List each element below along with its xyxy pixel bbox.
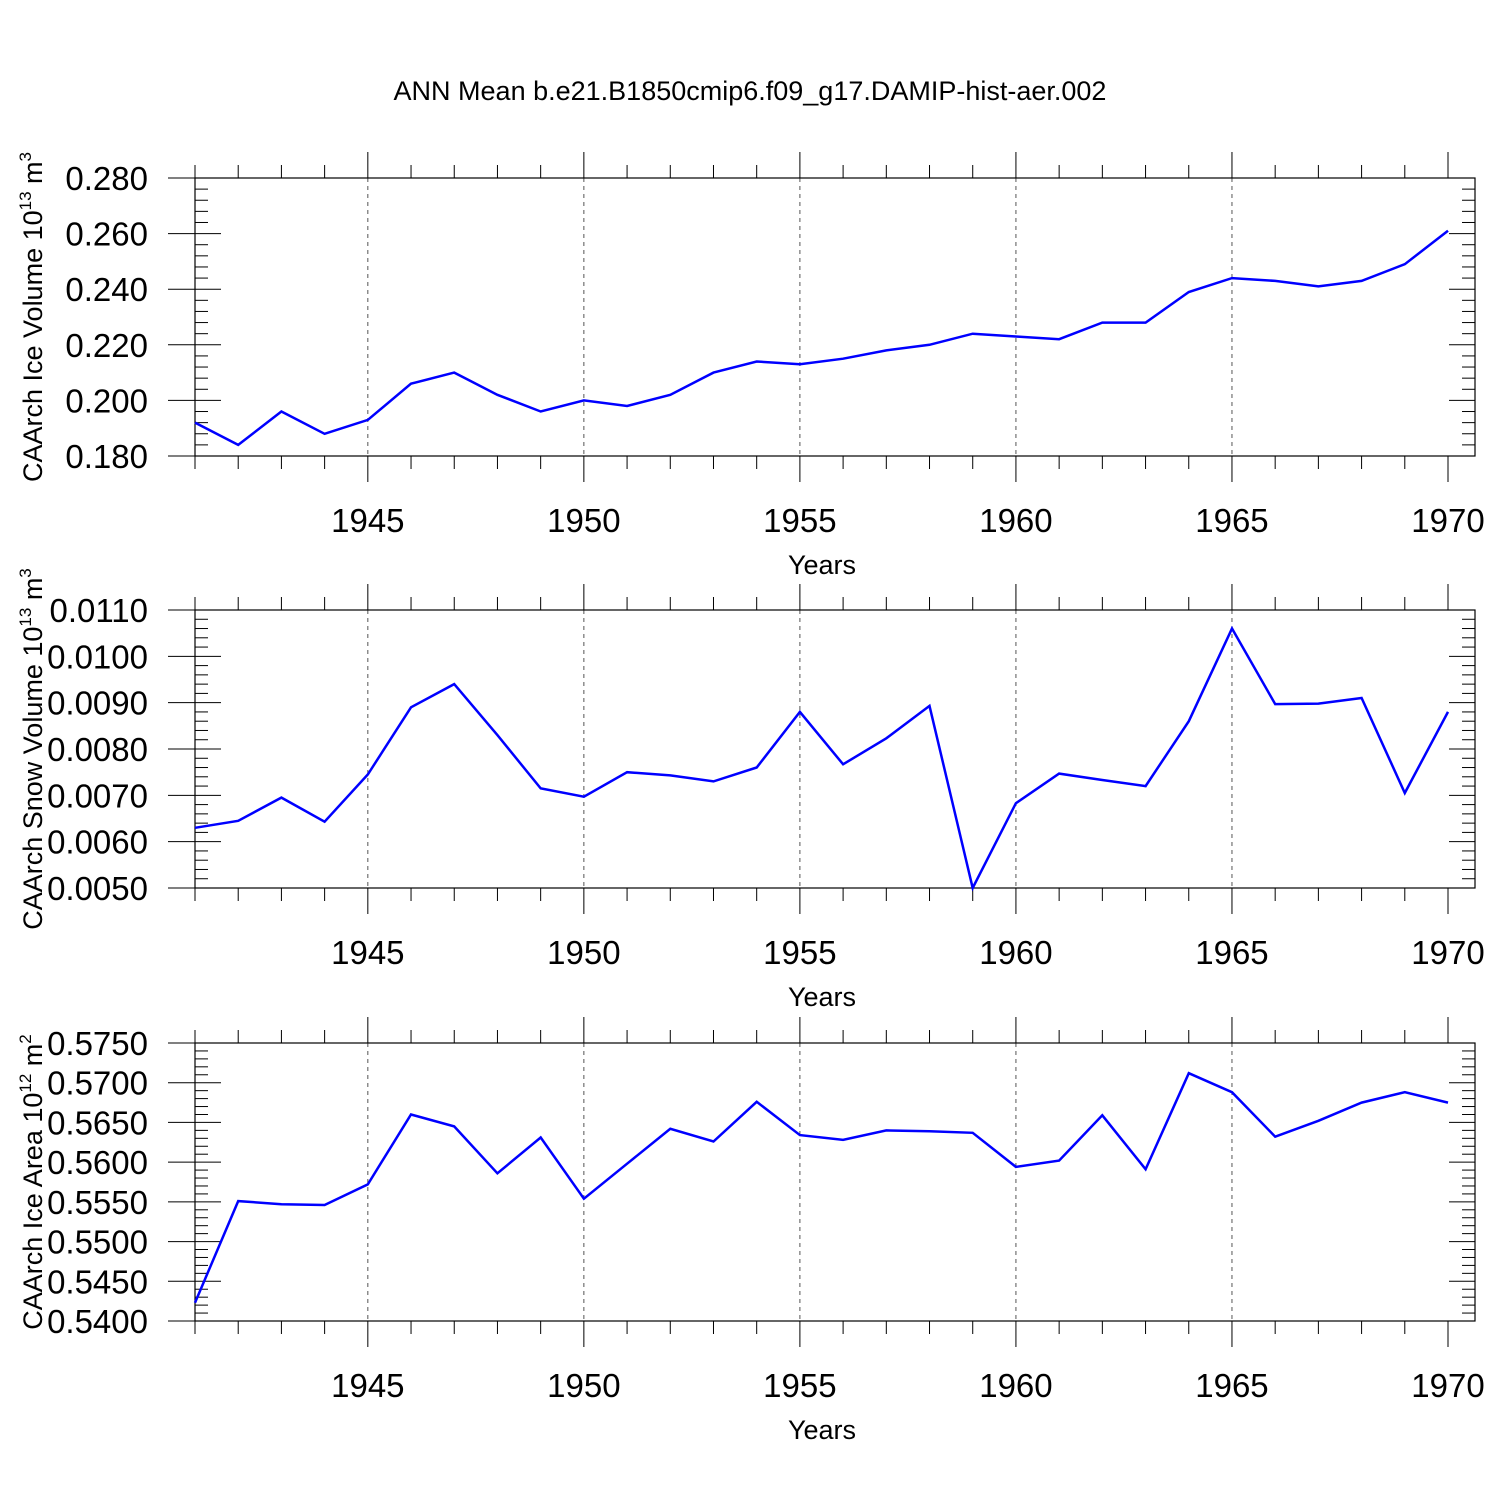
y-tick-label: 0.5750: [47, 1025, 148, 1062]
y-axis-label: CAArch Ice Area 1012 m2: [16, 1034, 48, 1330]
x-tick-label: 1960: [979, 934, 1052, 971]
y-axis-label-text: m: [18, 578, 48, 608]
x-tick-label: 1960: [979, 1367, 1052, 1404]
y-axis-label-exponent: 3: [16, 568, 35, 577]
plot-frame: [194, 1042, 1476, 1322]
x-axis-label: Years: [788, 550, 856, 580]
x-tick-label: 1965: [1195, 934, 1268, 971]
y-tick-label: 0.0050: [47, 870, 148, 907]
y-tick-label: 0.0110: [50, 592, 148, 629]
x-tick-label: 1970: [1411, 502, 1484, 539]
y-tick-label: 0.180: [65, 438, 148, 475]
y-tick-label: 0.0090: [47, 685, 148, 722]
y-axis-label-text: CAArch Snow Volume 10: [18, 627, 48, 930]
y-tick-label: 0.5500: [47, 1224, 148, 1261]
y-axis-label-exponent: 13: [16, 191, 35, 210]
panel-1: 1945 1950 1955 1960 1965 1970 Years 0.180 0.200 0…: [16, 152, 1485, 580]
plot-frame: [194, 609, 1476, 889]
x-tick-label: 1965: [1195, 1367, 1268, 1404]
panel-2: 1945 1950 1955 1960 1965 1970 Years 0.0050 0.006…: [16, 568, 1485, 1012]
y-tick-label: 0.200: [65, 382, 148, 419]
plot-frame: [194, 177, 1476, 457]
series-line: [194, 625, 1450, 892]
x-tick-label: 1945: [331, 1367, 404, 1404]
x-tick-label: 1945: [331, 934, 404, 971]
y-tick-label: 0.5700: [47, 1065, 148, 1102]
x-tick-label: 1945: [331, 502, 404, 539]
x-tick-label: 1955: [763, 1367, 836, 1404]
y-tick-label: 0.5550: [47, 1184, 148, 1221]
x-tick-label: 1950: [547, 502, 620, 539]
x-axis-label: Years: [788, 1415, 856, 1445]
x-axis-label: Years: [788, 982, 856, 1012]
x-tick-label: 1955: [763, 502, 836, 539]
y-axis-label-exponent: 3: [16, 152, 35, 161]
y-axis-label-text: m: [18, 161, 48, 191]
y-tick-label: 0.5650: [47, 1104, 148, 1141]
y-axis-label-exponent: 12: [16, 1074, 35, 1093]
x-tick-label: 1965: [1195, 502, 1268, 539]
x-tick-label: 1970: [1411, 1367, 1484, 1404]
y-axis-label-exponent: 13: [16, 608, 35, 627]
y-tick-label: 0.0070: [47, 777, 148, 814]
x-tick-label: 1960: [979, 502, 1052, 539]
y-tick-label: 0.0060: [47, 824, 148, 861]
y-tick-label: 0.5400: [47, 1303, 148, 1340]
y-axis-label-text: CAArch Ice Volume 10: [18, 210, 48, 482]
x-tick-label: 1970: [1411, 934, 1484, 971]
x-tick-label: 1950: [547, 1367, 620, 1404]
y-axis-label: CAArch Ice Volume 1013 m3: [16, 152, 48, 482]
y-tick-label: 0.0080: [47, 731, 148, 768]
y-tick-label: 0.5450: [47, 1263, 148, 1300]
series-line: [193, 1071, 1449, 1304]
x-tick-label: 1950: [547, 934, 620, 971]
y-axis-label-text: CAArch Ice Area 10: [18, 1093, 48, 1330]
y-tick-label: 0.280: [65, 160, 148, 197]
y-tick-label: 0.220: [65, 327, 148, 364]
x-tick-label: 1955: [763, 934, 836, 971]
series-line: [194, 229, 1449, 447]
panel-3: 1945 1950 1955 1960 1965 1970 Years 0.54000.545…: [16, 1017, 1485, 1445]
y-tick-label: 0.260: [65, 216, 148, 253]
y-axis-label-exponent: 2: [16, 1034, 35, 1043]
y-tick-label: 0.0100: [47, 638, 148, 675]
y-axis-label-text: m: [18, 1044, 48, 1074]
y-axis-label: CAArch Snow Volume 1013 m3: [16, 568, 48, 930]
y-tick-label: 0.5600: [47, 1144, 148, 1181]
y-tick-label: 0.240: [65, 271, 148, 308]
figure-title: ANN Mean b.e21.B1850cmip6.f09_g17.DAMIP-…: [393, 76, 1107, 106]
